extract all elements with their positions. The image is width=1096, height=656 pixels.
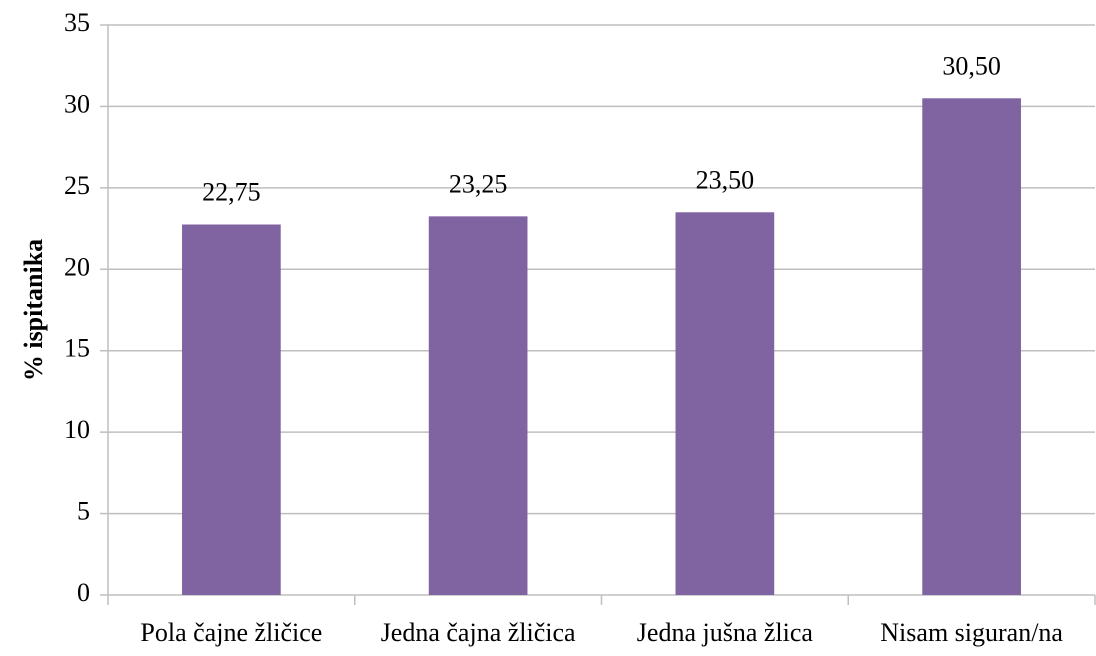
data-label: 30,50 [942, 51, 1001, 80]
x-tick-label: Jedna jušna žlica [637, 618, 814, 647]
y-tick-label: 35 [64, 8, 90, 37]
bar [428, 216, 528, 595]
x-tick-label: Jedna čajna žličica [381, 618, 576, 647]
y-tick-label: 15 [64, 334, 90, 363]
data-label: 22,75 [202, 177, 261, 206]
bar [675, 212, 775, 596]
y-axis-label: % ispitanika [19, 239, 48, 381]
y-tick-label: 25 [64, 171, 90, 200]
bar [182, 224, 281, 595]
data-label: 23,25 [449, 169, 508, 198]
bar [922, 98, 1021, 596]
y-tick-label: 30 [64, 89, 90, 118]
y-tick-label: 10 [64, 415, 90, 444]
x-tick-label: Nisam siguran/na [880, 618, 1063, 647]
y-tick-label: 20 [64, 252, 90, 281]
data-label: 23,50 [696, 165, 755, 194]
y-tick-label: 0 [77, 578, 90, 607]
x-tick-label: Pola čajne žličice [140, 618, 322, 647]
y-tick-label: 5 [77, 497, 90, 526]
